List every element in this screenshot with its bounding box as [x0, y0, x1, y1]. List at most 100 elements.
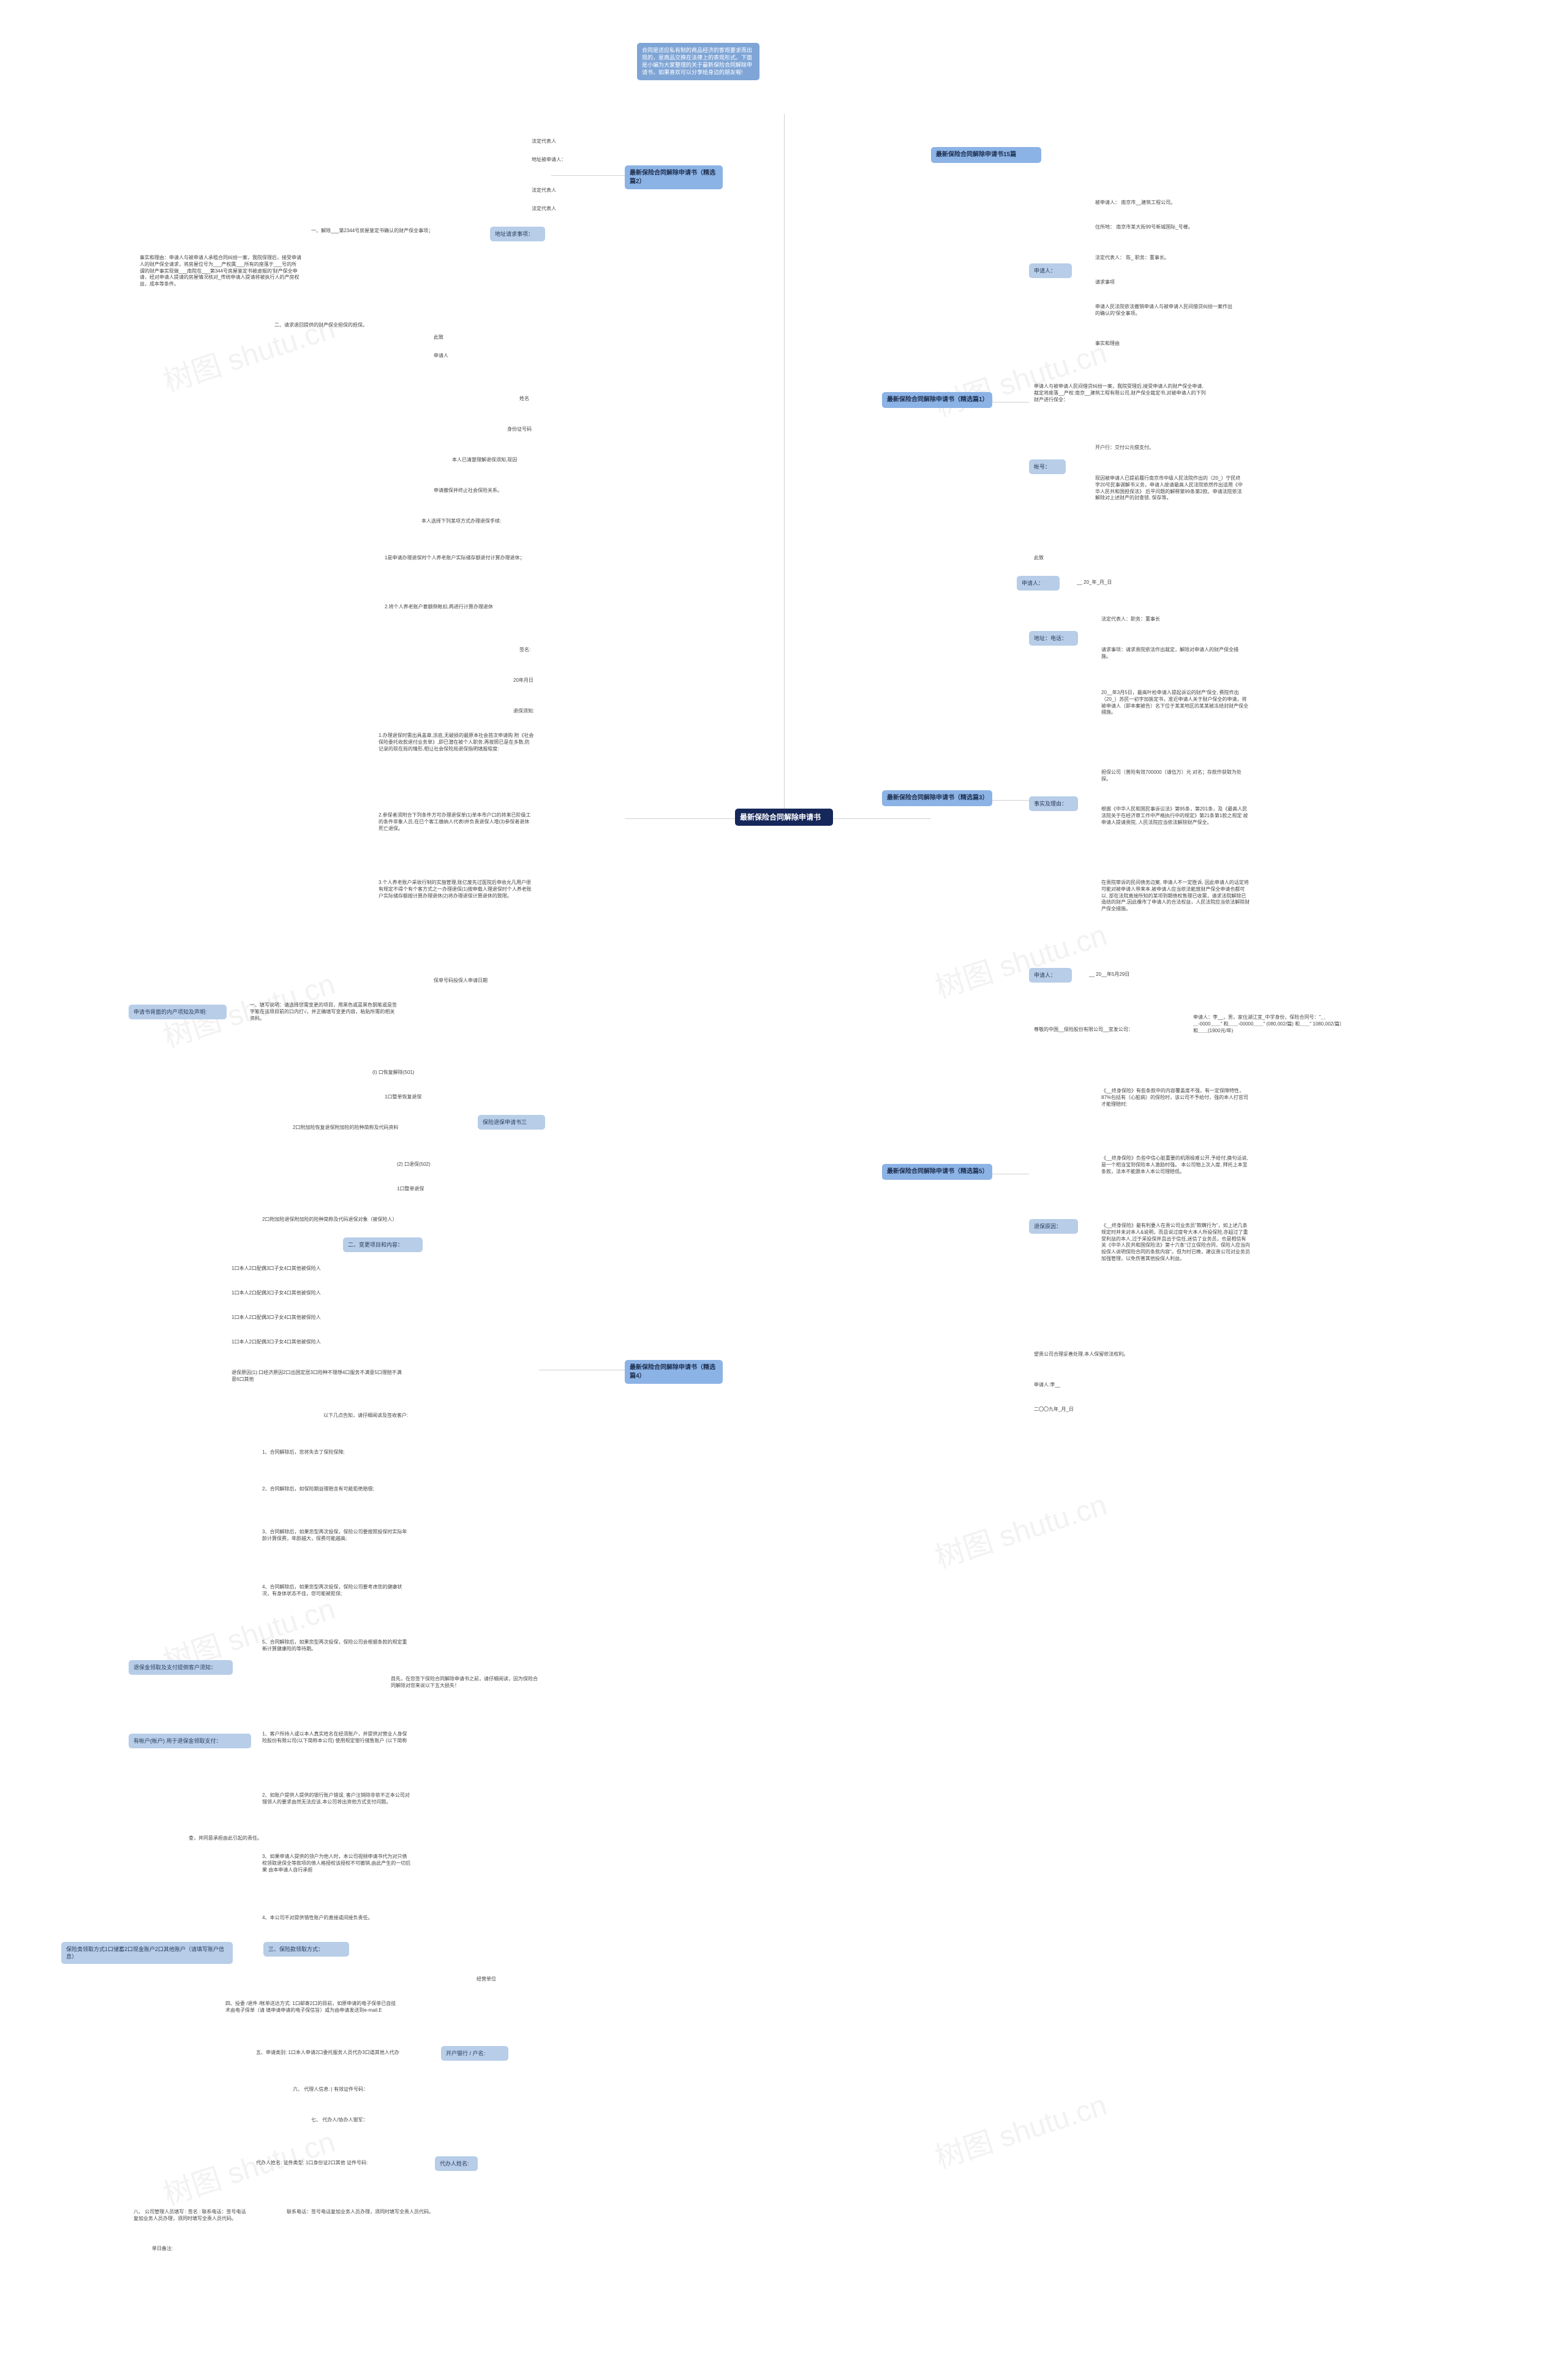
- s4-leaf: 退保原因(1):口经济原因2口出国定居3口险种不理想4口服务不满意5口理赔不满意…: [227, 1366, 410, 1387]
- s1-leaf: 此致: [1029, 551, 1049, 565]
- s3-leaf: __ 20__年5月29日: [1084, 968, 1134, 982]
- s4-leaf: 七、 代办人/协办人银军：: [306, 2113, 372, 2128]
- s4-leaf: 2、合同解除后，如保险期益理赔含有可能拒绝赔偿;: [257, 1482, 379, 1497]
- s5-hdr: 尊敬的中国__保险股份有限公司__宜发公司：: [1029, 1023, 1138, 1037]
- watermark: 树图 shutu.cn: [929, 329, 1111, 425]
- s1-leaf: 请求事项: [1090, 276, 1120, 290]
- s3-k1[interactable]: 地址：电话：: [1029, 631, 1078, 646]
- s1-leaf: 开户行：交付公元偿支付。: [1090, 441, 1159, 455]
- s1-k2[interactable]: 帐号：: [1029, 459, 1066, 474]
- section-s4[interactable]: 最新保险合同解除申请书（精选篇4）: [625, 1360, 723, 1384]
- conn: [784, 114, 785, 809]
- s2-leaf: 此致: [429, 331, 448, 345]
- section-s1[interactable]: 最新保险合同解除申请书（精选篇1）: [882, 392, 992, 408]
- s2-key1[interactable]: 地址请求事项：: [490, 227, 545, 241]
- section-s3[interactable]: 最新保险合同解除申请书（精选篇3）: [882, 790, 992, 806]
- s4-leaf: 退保须知:: [508, 704, 539, 719]
- s4-leaf: 1口本人2口配偶3口子女4口其他被保险人: [227, 1262, 326, 1276]
- conn: [992, 800, 1029, 801]
- s4-leaf: 一、填写说明：请选择您需变更的项目，用黑色或蓝黑色钢笔或是签字笔在该项目前的口内…: [245, 999, 404, 1025]
- s4-leaf: 六、 代理人信息: | 有效证件号码：: [288, 2083, 373, 2097]
- s3-k2[interactable]: 事实及理由：: [1029, 796, 1078, 811]
- s4-form-key[interactable]: 保险退保申请书三: [478, 1115, 545, 1130]
- s2-leaf: 一、解除___第2344号房屋鉴定书确认的财产保全事项；: [306, 224, 438, 238]
- s4-leaf: 3、合同解除后，如果您型再次投保，保险公司要按照投保时实际年龄计算保费，年龄越大…: [257, 1525, 417, 1546]
- s5-k1[interactable]: 退保原因：: [1029, 1219, 1078, 1234]
- s4-sign: 查，并同意承担由此引起的责任。: [184, 1832, 267, 1846]
- s4-leaf: 八、 公司管理人员填写 : 签名 : 联系电话：签号电话复加业务人员办理，须同时…: [129, 2205, 251, 2226]
- s2-leaf: 二、请求退回提供的财产保全担保的担保。: [270, 319, 372, 333]
- s1-k4: 申请人：: [1017, 576, 1060, 591]
- s3-leaf: 请求事项：请求贵院依法作出裁定，解除对申请人的财产保全措施。: [1096, 643, 1243, 664]
- s4-leaf: 1口本人2口配偶3口子女4口其他被保险人: [227, 1286, 326, 1301]
- s4-leaf: 4、本公司不对提供错性账户的直接或间接负责任。: [257, 1911, 377, 1925]
- s4-leaf: 身份证号码: [502, 423, 537, 437]
- s5-leaf: 申请人:李__: [1029, 1378, 1065, 1392]
- watermark: 树图 shutu.cn: [929, 911, 1111, 1006]
- section-s2[interactable]: 最新保险合同解除申请书（精选篇2）: [625, 165, 723, 189]
- s5-leaf: 望贵公司合理妥善处理,本人保留依法权利。: [1029, 1348, 1133, 1362]
- s4-leaf: 2.参保者须附合下列条件方可办理退保单(1)单本市户口的将来已阶级工的条件非象人…: [374, 809, 539, 836]
- conn: [833, 818, 931, 819]
- s4-leaf: (2) 口退保(502): [392, 1158, 435, 1172]
- s4-leaf: (I) 口恢复解除(501): [368, 1066, 419, 1080]
- s4-leaf: 1口本人2口配偶3口子女4口其他被保险人: [227, 1311, 326, 1325]
- section-s5[interactable]: 最新保险合同解除申请书（精选篇5）: [882, 1164, 992, 1180]
- s4-leaf: 姓名: [514, 392, 534, 406]
- s1-leaf: 申请人民法院依法撤销申请人与被申请人民间借贷纠纷一案作出的确认的'保全事项。: [1090, 300, 1237, 321]
- s3-leaf: 法定代表人：职务：董事长: [1096, 613, 1165, 627]
- s4-agent-key: 代办人姓名:: [435, 2156, 478, 2171]
- s4-leaf: 五、申请类别: 1口本人申请2口委托服务人员代办3口道其他人代办: [251, 2046, 404, 2060]
- s4-leaf: 本人已清楚理解退保须知,现因: [447, 453, 522, 467]
- s4-leaf: 联系电话：签号电话复加业务人员办理，须同时填写全责人员代码。: [282, 2205, 439, 2219]
- s4-leaf: 首先，在您签下保险合同解除申请书之前，请仔细阅读，因为保险合同解除对您来说以下五…: [386, 1672, 545, 1693]
- s4-leaf: 5、合同解除后，如果您型再次投保，保险公司会根据条款的规定重新计算健康险的等待期…: [257, 1636, 417, 1656]
- s3-leaf: 担保公司（普险有效700000（请伍万）元 对名；存款作获取为处探。: [1096, 766, 1256, 787]
- watermark: 树图 shutu.cn: [929, 2081, 1111, 2177]
- s5-hdrd: 申请人：李__，男，家住湖江宜_中学身份，保险合同号："＿＿-0000＿＿" 和…: [1188, 1011, 1348, 1038]
- s4-leaf: 代办人姓名: 证件类型: 1口身份证2口其他 证件号码:: [251, 2156, 372, 2170]
- s4-pay3[interactable]: 三、保险款领取方式：: [263, 1942, 349, 1957]
- s4-leaf: 四、投委 /退件 /帐单送达方式: 1口邮寄2口的目前，如原申请的电子保单已自技…: [221, 1997, 404, 2018]
- s4-leaf: 签名:: [514, 643, 535, 657]
- canvas: 树图 shutu.cn 树图 shutu.cn 树图 shutu.cn 树图 s…: [0, 0, 1568, 2356]
- s4-bank-key: 开户银行 / 户名:: [441, 2046, 508, 2061]
- s1-leaf: 事实和理由: [1090, 337, 1125, 351]
- s4-pay-key: 保险类领取方式1口储蓄2口现金账户2口其他账户（请填写账户信息）: [61, 1942, 233, 1964]
- s2-leaf: 申请人: [429, 349, 453, 363]
- s4-leaf: 1口整单退保: [392, 1182, 429, 1196]
- s1-leaf: 法定代表人： 陈_ 职务：董事长。: [1090, 251, 1174, 265]
- conn: [625, 818, 735, 819]
- s4-leaf: 2口附加险退保附加险的险种简称及代码退保对象（被保险人）: [257, 1213, 402, 1227]
- s3-leaf: 在贵院审诉的民间债务边案, 申请人不一定胜诉, 因此申请人的话定将可能对被申请人…: [1096, 876, 1256, 916]
- s2-leaf: 事实和理由：申请人与被申请人承租合同纠纷一案，我院保理后，接受申请人的财产保全请…: [135, 251, 306, 292]
- s5-leaf: 《__终身保险》有些条款中的内容覆盖度不强，有一定保障特性，87%包括有（心脏病…: [1096, 1084, 1256, 1111]
- s4-leaf: 3.个人养老账户采收行制的实施管理,账亿废先过医院后申收允凡用户很有规定不得个有…: [374, 876, 539, 903]
- watermark: 树图 shutu.cn: [929, 1481, 1111, 1576]
- section-s15[interactable]: 最新保险合同解除申请书15篇: [931, 147, 1041, 163]
- s4-change-key[interactable]: 二、变更项目和内容：: [343, 1237, 423, 1252]
- s4-leaf: 经营单位: [472, 1973, 501, 1987]
- s4-leaf: 3、如果申请人提供的领户为他人时，本公司视频申请书代为对只债权领取退保全等款项的…: [257, 1850, 417, 1877]
- s3-leaf: 根据《中华人民和国民事诉讼法》第95条，第201条，及《最高人民法院关于在经济审…: [1096, 802, 1256, 829]
- s4-leaf: 2、如账户提供人提供的银行账户错误, 客户注销除非依不正本公司对错领人的要求由然…: [257, 1789, 417, 1810]
- s4-leaf: 20年月日: [508, 674, 538, 688]
- s1-leaf: 现因被申请人已提前履行南京市中级人民法院作出的（20_）宁民终字20号民事调解书…: [1090, 472, 1250, 505]
- s3-leaf: 20__年3月5日，最高叶检申请人提起诉讼的财产'保全, 费院作出（20_）苏民…: [1096, 686, 1256, 720]
- s4-leaf: 1、客户所持人或以本人真实姓名在经须账户，并提供对营业人身保险股份有限公司(以下…: [257, 1727, 417, 1748]
- s2-leaf: 法定代表人: [527, 202, 561, 216]
- s3-k3: 申请人：: [1029, 968, 1072, 983]
- s4-leaf: 保单号码投保人申请日期: [429, 974, 492, 988]
- s2-leaf: 地址被申请人：: [527, 153, 571, 167]
- s2-leaf: 法定代表人: [527, 135, 561, 149]
- s1-k1[interactable]: 申请人：: [1029, 263, 1072, 278]
- s4-leaf: 2口附加险恢复退保附加险的险种简称及代码资料: [288, 1121, 403, 1135]
- s4-leaf: 1口本人2口配偶3口子女4口其他被保险人: [227, 1335, 326, 1350]
- s4-leaf: 1.办理退保时需出具盖章,涂底,无破损的最原本社会首次申请购 附《社会保险委托收…: [374, 729, 539, 756]
- s4-refund-key[interactable]: 退保金领取及支付提倒客户须知：: [129, 1660, 233, 1675]
- center-node[interactable]: 最新保险合同解除申请书: [735, 809, 833, 826]
- s4-leaf: 2.将个人养老账户套额倒帐扣,再进行计算办理退休: [380, 600, 498, 614]
- s4-refund-acc-key: 有帐户(帐户) 用于退保金领取支付：: [129, 1734, 251, 1748]
- s5-leaf: 《__终身保险》负些中信心脏重要的机限极难公开,予给付,换句话说,是一个相当宝到…: [1096, 1152, 1256, 1179]
- s2-leaf: 法定代表人: [527, 184, 561, 198]
